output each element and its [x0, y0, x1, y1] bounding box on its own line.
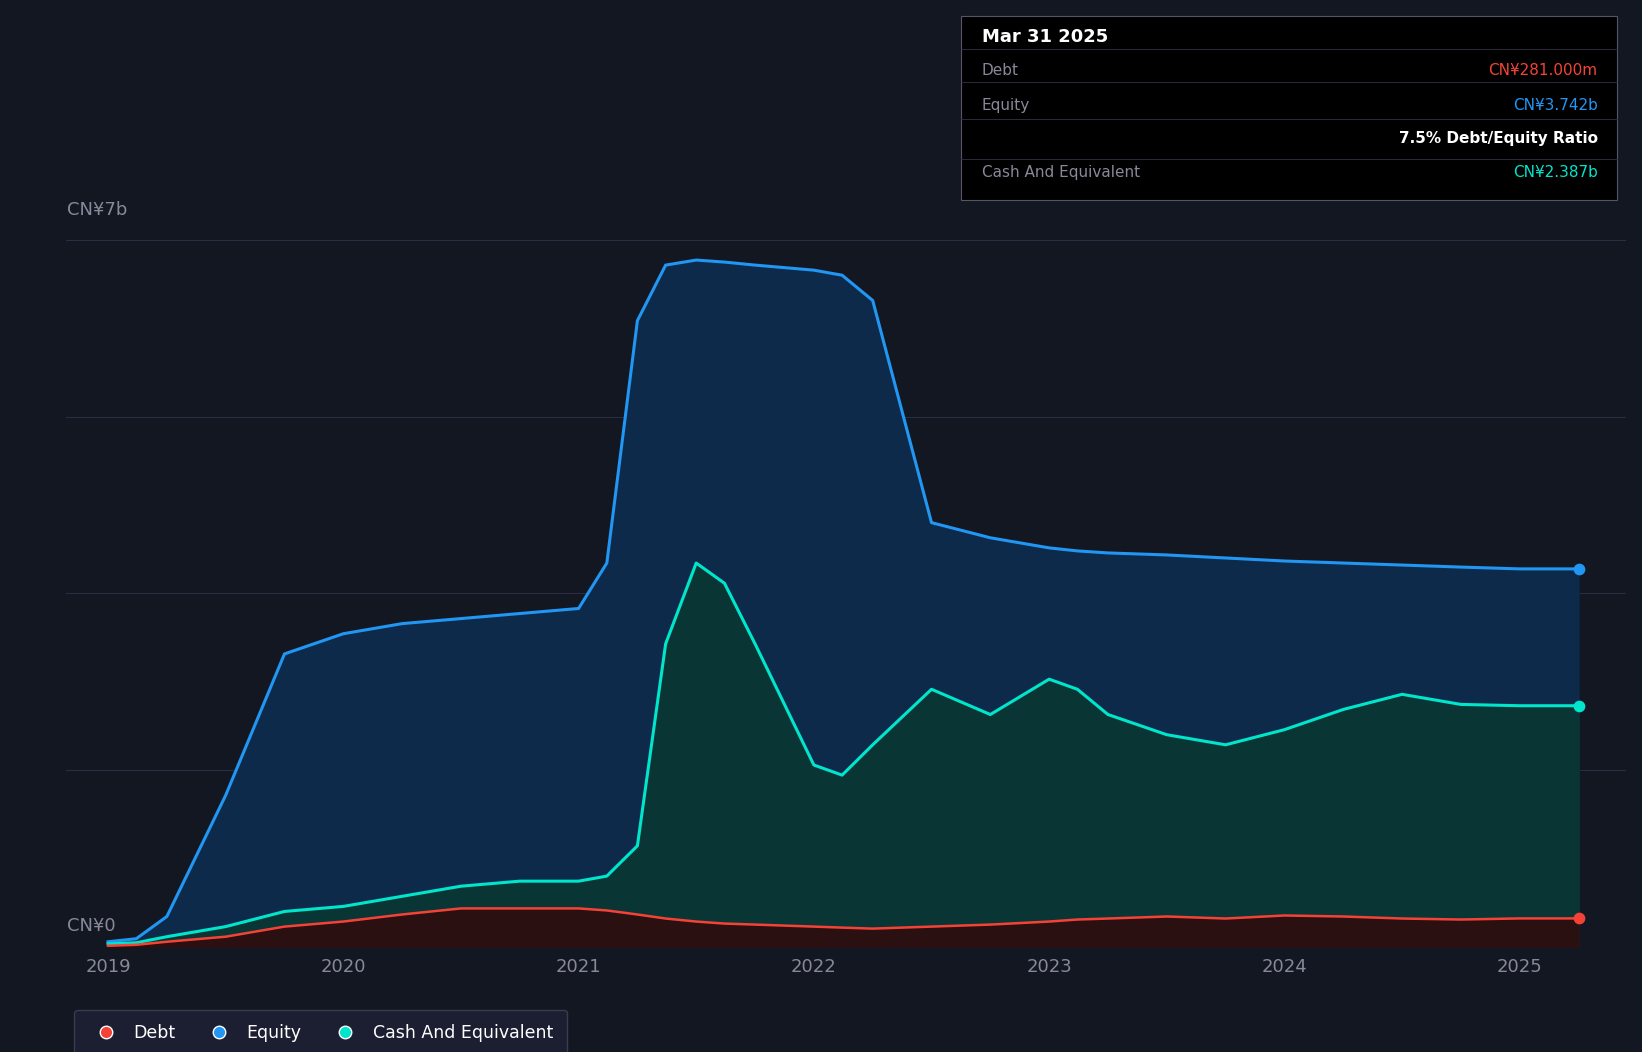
Text: Mar 31 2025: Mar 31 2025	[982, 28, 1108, 46]
Text: CN¥2.387b: CN¥2.387b	[1512, 165, 1598, 180]
Text: Debt: Debt	[982, 63, 1020, 79]
Text: CN¥281.000m: CN¥281.000m	[1489, 63, 1598, 79]
Text: CN¥7b: CN¥7b	[67, 201, 128, 219]
Text: CN¥3.742b: CN¥3.742b	[1512, 99, 1598, 114]
Text: CN¥0: CN¥0	[67, 917, 117, 935]
Legend: Debt, Equity, Cash And Equivalent: Debt, Equity, Cash And Equivalent	[74, 1010, 566, 1052]
Text: Cash And Equivalent: Cash And Equivalent	[982, 165, 1140, 180]
Text: 7.5% Debt/Equity Ratio: 7.5% Debt/Equity Ratio	[1399, 132, 1598, 146]
Point	[1565, 697, 1591, 714]
Point	[1565, 561, 1591, 578]
Point	[1565, 910, 1591, 927]
Text: Equity: Equity	[982, 99, 1030, 114]
